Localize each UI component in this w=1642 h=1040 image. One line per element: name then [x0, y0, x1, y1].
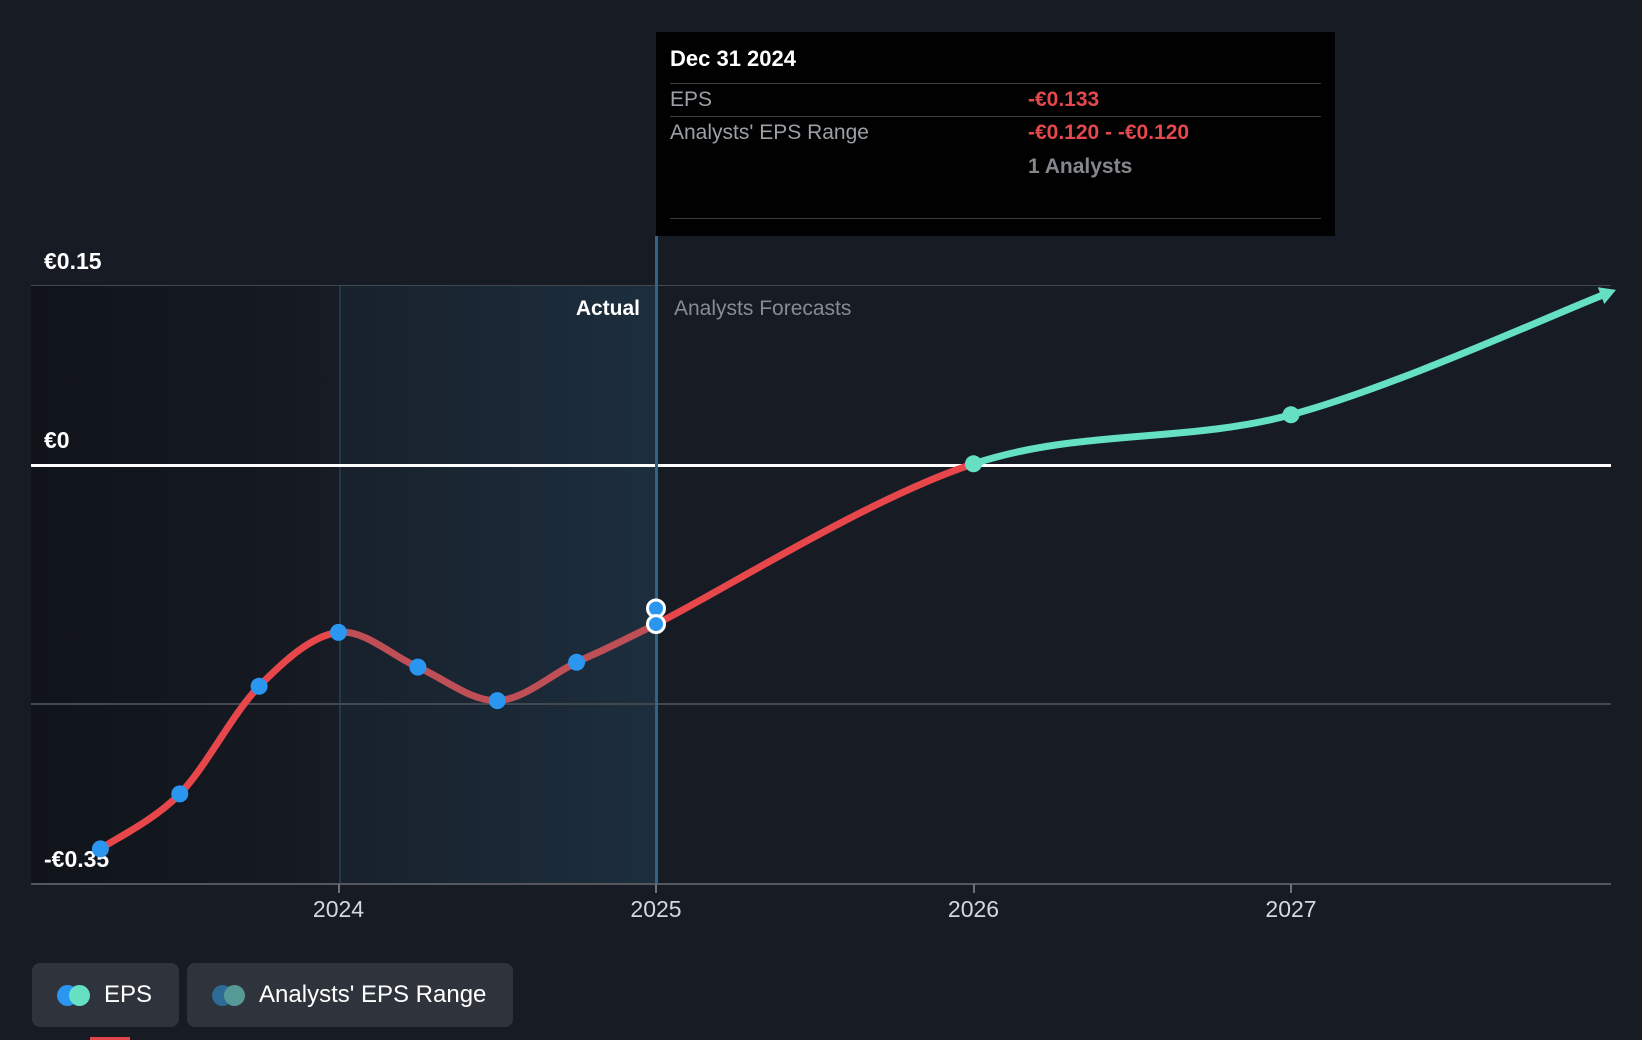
chart-legend: EPS Analysts' EPS Range — [32, 963, 514, 1027]
x-tick-label-2024: 2024 — [312, 895, 365, 922]
eps-actual-point[interactable] — [250, 677, 268, 695]
legend-analysts-range-button[interactable]: Analysts' EPS Range — [187, 963, 514, 1027]
y-axis-label: €0 — [44, 427, 70, 453]
tooltip-analysts-row: 1 Analysts — [670, 149, 1321, 183]
x-tick-2027 — [1290, 883, 1292, 893]
x-tick-2024 — [337, 883, 340, 893]
legend-eps-label: EPS — [104, 981, 153, 1008]
eps-series-icon — [57, 984, 90, 1006]
legend-eps-button[interactable]: EPS — [32, 963, 180, 1027]
eps-actual-point[interactable] — [91, 840, 109, 858]
actual-zone-label: Actual — [575, 297, 640, 320]
tooltip-divider — [670, 116, 1321, 117]
analysts-range-series-icon — [212, 984, 246, 1006]
gridline--0.35 — [31, 882, 1611, 885]
tooltip-range-value: -€0.120 - -€0.120 — [1028, 121, 1190, 144]
actual-ltm-band — [338, 285, 656, 884]
eps-forecast-point[interactable] — [965, 455, 982, 473]
tooltip-divider — [670, 83, 1321, 84]
tooltip-eps-value: -€0.133 — [1028, 88, 1100, 111]
tooltip-range-row: Analysts' EPS Range -€0.120 - -€0.120 — [670, 117, 1321, 149]
eps-line-actual — [96, 628, 342, 853]
eps-forecast-point[interactable] — [1282, 406, 1300, 424]
eps-line-forecast-negative — [652, 460, 977, 628]
x-tick-label-2025: 2025 — [630, 895, 682, 922]
tooltip-analyst-count: 1 Analysts — [1028, 155, 1133, 178]
bottom-red-element — [90, 1037, 130, 1040]
x-tick-label-2026: 2026 — [947, 895, 1000, 922]
eps-actual-point[interactable] — [409, 658, 427, 676]
tooltip-date-title: Dec 31 2024 — [670, 46, 796, 71]
tooltip-eps-row: EPS -€0.133 — [670, 84, 1321, 116]
tooltip-eps-label: EPS — [670, 88, 713, 111]
eps-hover-point[interactable] — [646, 614, 666, 635]
legend-analysts-range-label: Analysts' EPS Range — [259, 981, 487, 1008]
tooltip-bottom-divider — [670, 218, 1321, 219]
y-axis-label: €0.15 — [44, 247, 102, 274]
gridline-0.15 — [31, 284, 1611, 287]
forecast-zone-label: Analysts Forecasts — [674, 297, 852, 320]
forecast-end-arrow — [1597, 287, 1616, 304]
gridline-0 — [31, 463, 1611, 467]
eps-line-forecast — [970, 289, 1612, 468]
tooltip-range-label: Analysts' EPS Range — [670, 121, 869, 144]
x-tick-2026 — [972, 883, 975, 893]
x-tick-2025 — [655, 883, 657, 893]
eps-actual-point[interactable] — [330, 623, 347, 641]
actual-forecast-divider — [655, 236, 658, 884]
eps-actual-point[interactable] — [171, 785, 189, 803]
x-tick-label-2027: 2027 — [1265, 895, 1317, 922]
eps-actual-point[interactable] — [488, 692, 506, 710]
chart-tooltip: Dec 31 2024 EPS -€0.133 Analysts' EPS Ra… — [656, 32, 1335, 236]
eps-line-actual-ltm — [335, 620, 660, 705]
gridline--0.2 — [31, 703, 1611, 705]
eps-actual-point[interactable] — [568, 653, 586, 671]
